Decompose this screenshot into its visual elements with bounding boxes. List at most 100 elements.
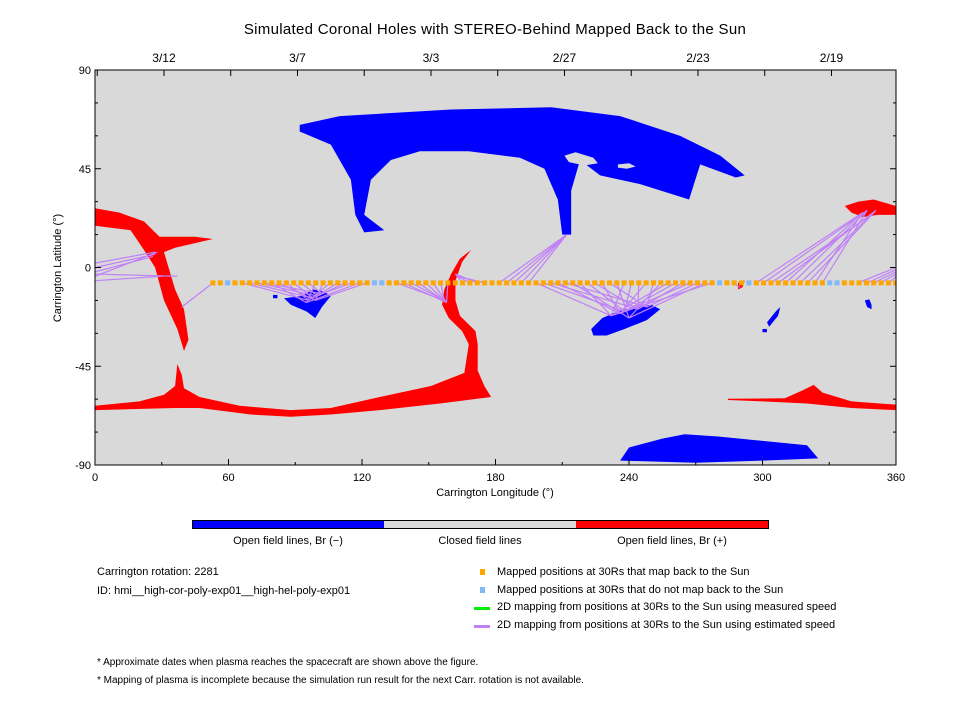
unmapped-position-marker <box>717 280 723 286</box>
mapped-position-marker <box>680 280 686 286</box>
mapped-position-marker <box>812 280 818 286</box>
mapped-position-marker <box>658 280 664 286</box>
mapping-line-estimated <box>610 282 625 316</box>
mapped-position-marker <box>739 280 745 286</box>
mapped-position-marker <box>408 280 414 286</box>
mapped-position-marker <box>445 280 451 286</box>
mapping-line-estimated <box>763 209 868 284</box>
mapped-position-marker <box>540 280 546 286</box>
mapped-position-marker <box>687 280 693 286</box>
mapping-line-estimated <box>285 282 309 301</box>
unmapped-position-marker <box>746 280 752 286</box>
mapped-position-marker <box>849 280 855 286</box>
coronal-hole-positive <box>728 384 896 411</box>
mapped-position-marker <box>621 280 627 286</box>
mapped-position-marker <box>217 280 223 286</box>
mapped-position-marker <box>805 280 811 286</box>
x-tick-label: 240 <box>620 472 638 484</box>
mapped-position-marker <box>452 280 458 286</box>
coronal-hole-negative <box>620 434 819 463</box>
mapped-position-marker <box>606 280 612 286</box>
chart-title: Simulated Coronal Holes with STEREO-Behi… <box>243 21 747 38</box>
y-tick-label: 45 <box>79 164 91 176</box>
coronal-hole-positive <box>95 249 492 417</box>
coronal-hole-map: 0 60 120 180 240 300 360 90 45 0 -45 -90 3/12 3/7 3/3 2… <box>75 51 905 484</box>
mapping-line-estimated <box>425 282 445 301</box>
top-date-label: 2/19 <box>820 51 844 65</box>
measured-line-icon <box>474 607 490 610</box>
mapping-line-estimated <box>557 282 621 315</box>
mapping-line-estimated <box>305 282 317 303</box>
coronal-hole-negative <box>864 299 872 310</box>
mapping-line-estimated <box>520 236 565 284</box>
mapped-position-marker <box>261 280 267 286</box>
colorbar-label-negative: Open field lines, Br (−) <box>233 535 343 547</box>
coronal-hole-positive <box>844 199 896 218</box>
mapped-position-marker <box>467 280 473 286</box>
mapped-position-marker <box>232 280 238 286</box>
mapped-position-marker <box>276 280 282 286</box>
x-axis-label: Carrington Longitude (°) <box>436 487 554 499</box>
mapped-position-marker <box>364 280 370 286</box>
colorbar-frame <box>192 520 769 529</box>
mapped-position-marker <box>342 280 348 286</box>
mapped-position-marker <box>393 280 399 286</box>
mapping-line-estimated <box>528 234 568 284</box>
mapping-line-estimated <box>628 282 706 319</box>
coronal-hole-positive <box>95 208 213 351</box>
mapped-position-marker <box>695 280 701 286</box>
estimated-line-icon <box>474 625 490 628</box>
mapping-line-estimated <box>95 251 158 277</box>
mapped-position-marker <box>636 280 642 286</box>
mapped-position-marker <box>761 280 767 286</box>
legend-measured: 2D mapping from positions at 30Rs to the… <box>497 601 837 613</box>
mapped-position-marker <box>210 280 216 286</box>
x-tick-label: 360 <box>887 472 905 484</box>
x-tick-label: 0 <box>92 472 98 484</box>
mapping-line-estimated <box>418 282 447 304</box>
x-tick-label: 180 <box>486 472 504 484</box>
legend-estimated: 2D mapping from positions at 30Rs to the… <box>497 619 836 631</box>
y-tick-label: 90 <box>79 65 91 77</box>
unmapped-position-marker <box>834 280 840 286</box>
mapped-position-marker <box>650 280 656 286</box>
coronal-hole-negative <box>591 304 661 336</box>
mapped-position-marker <box>320 280 326 286</box>
top-date-label: 3/7 <box>289 51 306 65</box>
legend-unmapped: Mapped positions at 30Rs that do not map… <box>497 584 784 596</box>
carrington-rotation: Carrington rotation: 2281 <box>97 566 219 578</box>
mapping-line-estimated <box>807 210 877 284</box>
mapped-position-marker <box>533 280 539 286</box>
colorbar-label-closed: Closed field lines <box>438 535 522 547</box>
mapped-position-marker <box>269 280 275 286</box>
mapped-position-marker <box>724 280 730 286</box>
closed-field-region <box>564 152 598 166</box>
mapping-line-estimated <box>315 282 368 301</box>
unmapped-position-marker <box>379 280 385 286</box>
mapped-position-marker <box>283 280 289 286</box>
mapped-position-marker <box>526 280 532 286</box>
mapped-position-marker <box>863 280 869 286</box>
note-incomplete: * Mapping of plasma is incomplete becaus… <box>97 675 584 686</box>
legend-mapped: Mapped positions at 30Rs that map back t… <box>497 566 750 578</box>
mapping-line-estimated <box>306 282 360 304</box>
mapped-marker-icon <box>480 569 485 575</box>
mapped-position-marker <box>577 280 583 286</box>
mapping-line-estimated <box>601 282 621 314</box>
mapped-position-marker <box>841 280 847 286</box>
unmapped-position-marker <box>225 280 231 286</box>
unmapped-position-marker <box>827 280 833 286</box>
mapped-position-marker <box>474 280 480 286</box>
coronal-hole-negative <box>284 289 331 318</box>
mapped-position-marker <box>482 280 488 286</box>
mapping-line-estimated <box>616 282 630 319</box>
mapping-line-estimated <box>95 255 154 273</box>
mapped-position-marker <box>357 280 363 286</box>
coronal-hole-negative <box>299 107 745 235</box>
mapped-position-marker <box>768 280 774 286</box>
mapped-position-marker <box>790 280 796 286</box>
mapping-line-estimated <box>637 282 640 310</box>
mapping-line-estimated <box>610 282 669 317</box>
mapped-position-marker <box>599 280 605 286</box>
mapping-line-estimated <box>587 282 625 312</box>
